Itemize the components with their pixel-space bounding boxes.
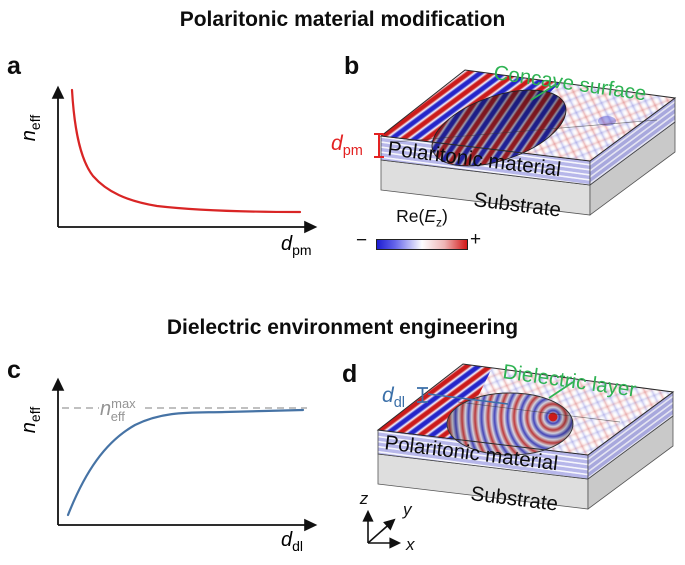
panel-a-letter: a <box>7 52 21 80</box>
panel-b-illustration: Polaritonic material Substrate dpm Conca… <box>331 61 677 222</box>
thickness-dpm-bracket <box>374 133 384 158</box>
panel-b-letter: b <box>344 52 360 80</box>
colorbar-plus: + <box>470 229 482 250</box>
surface-section-line <box>457 401 621 423</box>
thickness-dpm-label: dpm <box>331 132 363 159</box>
thickness-ddl-bracket <box>417 387 428 403</box>
section-title-bottom: Dielectric environment engineering <box>166 316 519 339</box>
panel-c-letter: c <box>7 356 21 384</box>
dielectric-layer-pointer-line <box>548 381 574 399</box>
y-axis-arrow <box>367 518 396 544</box>
y-axis-label: y <box>402 500 413 519</box>
crater-shading <box>431 89 567 167</box>
colorbar-minus: − <box>356 230 368 251</box>
panel-d-illustration: Polaritonic material Substrate ddl Diele… <box>359 360 675 554</box>
section-title-top: Polaritonic material modification <box>179 8 506 31</box>
y-axis-label: neff <box>18 407 43 434</box>
colorbar: Re(Ez) − + <box>352 206 492 258</box>
x-axis-label: ddl <box>281 529 303 554</box>
z-axis-label: z <box>359 489 369 508</box>
thickness-ddl-pointer-line <box>427 393 509 405</box>
decreasing-curve <box>70 88 302 214</box>
colorbar-gradient <box>376 239 468 250</box>
panel-d-letter: d <box>342 360 358 388</box>
saturating-curve <box>66 408 305 517</box>
x-axis-label: x <box>405 535 415 554</box>
x-axis-label: dpm <box>281 233 312 258</box>
surface-section-line <box>392 119 658 143</box>
top-surface-outline <box>376 363 675 456</box>
concave-surface-pointer-line <box>530 84 556 101</box>
panel-a-graph: neff dpm <box>18 85 318 258</box>
top-surface-outline <box>379 69 677 162</box>
asymptote-label: nmax eff <box>100 396 136 424</box>
coordinate-axes: z y x <box>359 489 415 554</box>
panel-c-graph: nmax eff neff ddl <box>18 377 318 554</box>
colorbar-title: Re(Ez) <box>396 206 448 230</box>
dielectric-disk-rim <box>446 392 574 456</box>
y-axis-label: neff <box>18 115 43 142</box>
thickness-ddl-label: ddl <box>382 384 405 411</box>
focal-spot <box>548 412 558 422</box>
